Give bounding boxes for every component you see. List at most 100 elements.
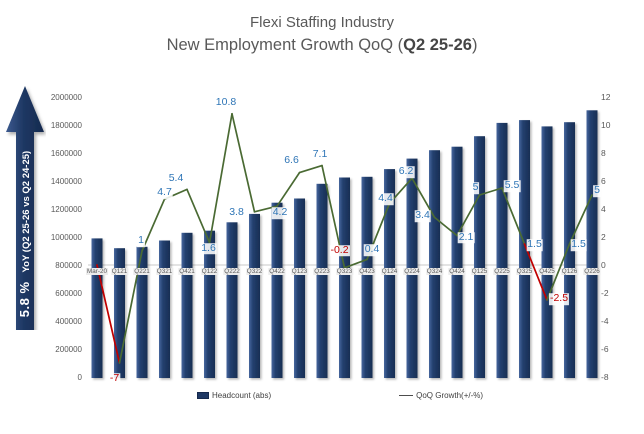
right-axis-tick: 6 (601, 176, 606, 186)
growth-data-label: -0.2 (329, 244, 350, 257)
headcount-bar (429, 150, 440, 378)
headcount-bar-swatch-icon (196, 392, 209, 399)
growth-data-label: 1.5 (570, 238, 587, 251)
growth-data-label: 4.4 (377, 192, 394, 206)
qoq-growth-line-segment (208, 112, 233, 244)
x-axis-category-label: Q222 (223, 267, 241, 276)
right-axis-tick: -4 (601, 316, 609, 326)
right-axis-tick: 2 (601, 232, 606, 242)
qoq-growth-line-segment (433, 216, 458, 237)
x-axis-category-label: Q422 (268, 267, 286, 276)
x-axis-category-label: Q423 (358, 267, 376, 276)
left-axis-tick: 1600000 (50, 148, 82, 158)
right-axis-tick: 8 (601, 148, 606, 158)
qoq-growth-line-segment (276, 171, 301, 208)
qoq-growth-line-segment (456, 194, 481, 237)
legend: Headcount (abs) QoQ Growth(+/-%) (88, 391, 592, 400)
headcount-bar (226, 222, 238, 378)
growth-data-label: 4.7 (156, 186, 173, 199)
x-axis-category-label: Q121 (110, 267, 129, 276)
headcount-bar (586, 110, 598, 379)
right-axis-tick: -8 (601, 372, 609, 382)
headcount-bar (519, 120, 530, 378)
chart-title: Flexi Staffing Industry New Employment G… (0, 12, 644, 58)
x-axis-category-label: Q321 (155, 267, 174, 276)
left-axis-tick: 600000 (55, 288, 82, 298)
yoy-up-arrow: 5.8 %YoY (Q2 25-26 vs Q2 24-25) (4, 86, 46, 330)
qoq-growth-line-segment (568, 194, 593, 245)
headcount-bar (181, 232, 193, 378)
x-axis-category-label: Mar-20 (86, 267, 108, 276)
right-axis-tick: 4 (601, 204, 606, 214)
x-axis-category-label: Q221 (133, 267, 151, 276)
right-axis-tick: -6 (601, 344, 609, 354)
x-axis-category-label: Q224 (403, 267, 421, 276)
headcount-bar (564, 122, 575, 378)
growth-data-label: 1.5 (526, 238, 543, 251)
left-axis-tick: 1200000 (50, 204, 82, 214)
growth-line-swatch-icon (399, 395, 414, 396)
headcount-bar (541, 126, 553, 379)
left-axis-tick: 0 (77, 372, 82, 382)
legend-item-headcount: Headcount (abs) (196, 391, 271, 400)
left-axis-tick: 800000 (55, 260, 82, 270)
growth-data-label: 0.4 (363, 243, 381, 257)
growth-data-label: 10.8 (214, 96, 238, 109)
x-axis-category-label: Q421 (178, 267, 196, 276)
legend-item-qoq-growth: QoQ Growth(+/-%) (399, 391, 483, 400)
qoq-growth-line-segment (96, 264, 121, 364)
qoq-growth-line-segment (546, 243, 571, 301)
right-axis-tick: 0 (601, 260, 606, 270)
growth-data-label: 2.1 (457, 230, 475, 244)
left-axis-tick: 2000000 (50, 92, 82, 102)
x-axis-category-label: Q322 (245, 267, 264, 276)
growth-data-label: 3.4 (414, 209, 431, 223)
left-axis-tick: 1800000 (50, 120, 82, 130)
x-axis-category-label: Q223 (313, 267, 331, 276)
qoq-growth-line-segment (478, 187, 503, 196)
qoq-growth-line-segment (141, 198, 166, 252)
x-axis-category-label: Q424 (448, 267, 466, 276)
x-axis-category-label: Q324 (425, 267, 444, 276)
headcount-bar (204, 230, 215, 378)
growth-data-label: 6.6 (283, 153, 300, 167)
qoq-growth-line-segment (298, 164, 323, 174)
x-axis-category-label: Q126 (560, 267, 579, 276)
x-axis-category-label: Q323 (335, 267, 354, 276)
up-arrow-icon (6, 86, 44, 330)
x-axis-category-label: Q226 (583, 267, 601, 276)
x-axis-category-label: Q124 (380, 267, 399, 276)
x-axis-category-label: Q325 (515, 267, 534, 276)
qoq-growth-line-segment (501, 187, 526, 245)
right-axis-tick: 10 (601, 120, 611, 130)
headcount-bar (136, 246, 148, 378)
headcount-bar (361, 176, 373, 378)
qoq-growth-line-segment (253, 205, 278, 213)
left-axis-tick: 200000 (55, 344, 82, 354)
x-axis-category-label: Q225 (493, 267, 511, 276)
headcount-bar (451, 146, 463, 378)
headcount-bar (496, 122, 508, 379)
x-axis-category-label: Q425 (538, 267, 556, 276)
headcount-bar (159, 240, 170, 378)
growth-data-label: 1 (137, 234, 145, 247)
growth-data-label: 6.2 (397, 165, 415, 178)
x-axis-category-label: Q125 (470, 267, 489, 276)
growth-data-label: 5.4 (167, 172, 185, 186)
growth-data-label: 5 (593, 184, 601, 197)
qoq-growth-line-segment (523, 243, 548, 301)
legend-label-qoq-growth: QoQ Growth(+/-%) (416, 391, 484, 400)
right-axis-tick: 12 (601, 92, 611, 102)
growth-data-label: -7 (108, 372, 121, 385)
qoq-growth-line-segment (186, 188, 211, 244)
chart-title-line1: Flexi Staffing Industry (250, 14, 394, 31)
x-axis-category-label: Q123 (290, 267, 309, 276)
growth-data-label: 1.6 (200, 241, 217, 255)
headcount-bar (339, 177, 350, 378)
x-axis-category-label: Q122 (200, 267, 219, 276)
growth-data-label: 4.2 (271, 206, 289, 219)
headcount-bar (91, 238, 103, 378)
growth-data-label: 5.5 (503, 179, 521, 192)
